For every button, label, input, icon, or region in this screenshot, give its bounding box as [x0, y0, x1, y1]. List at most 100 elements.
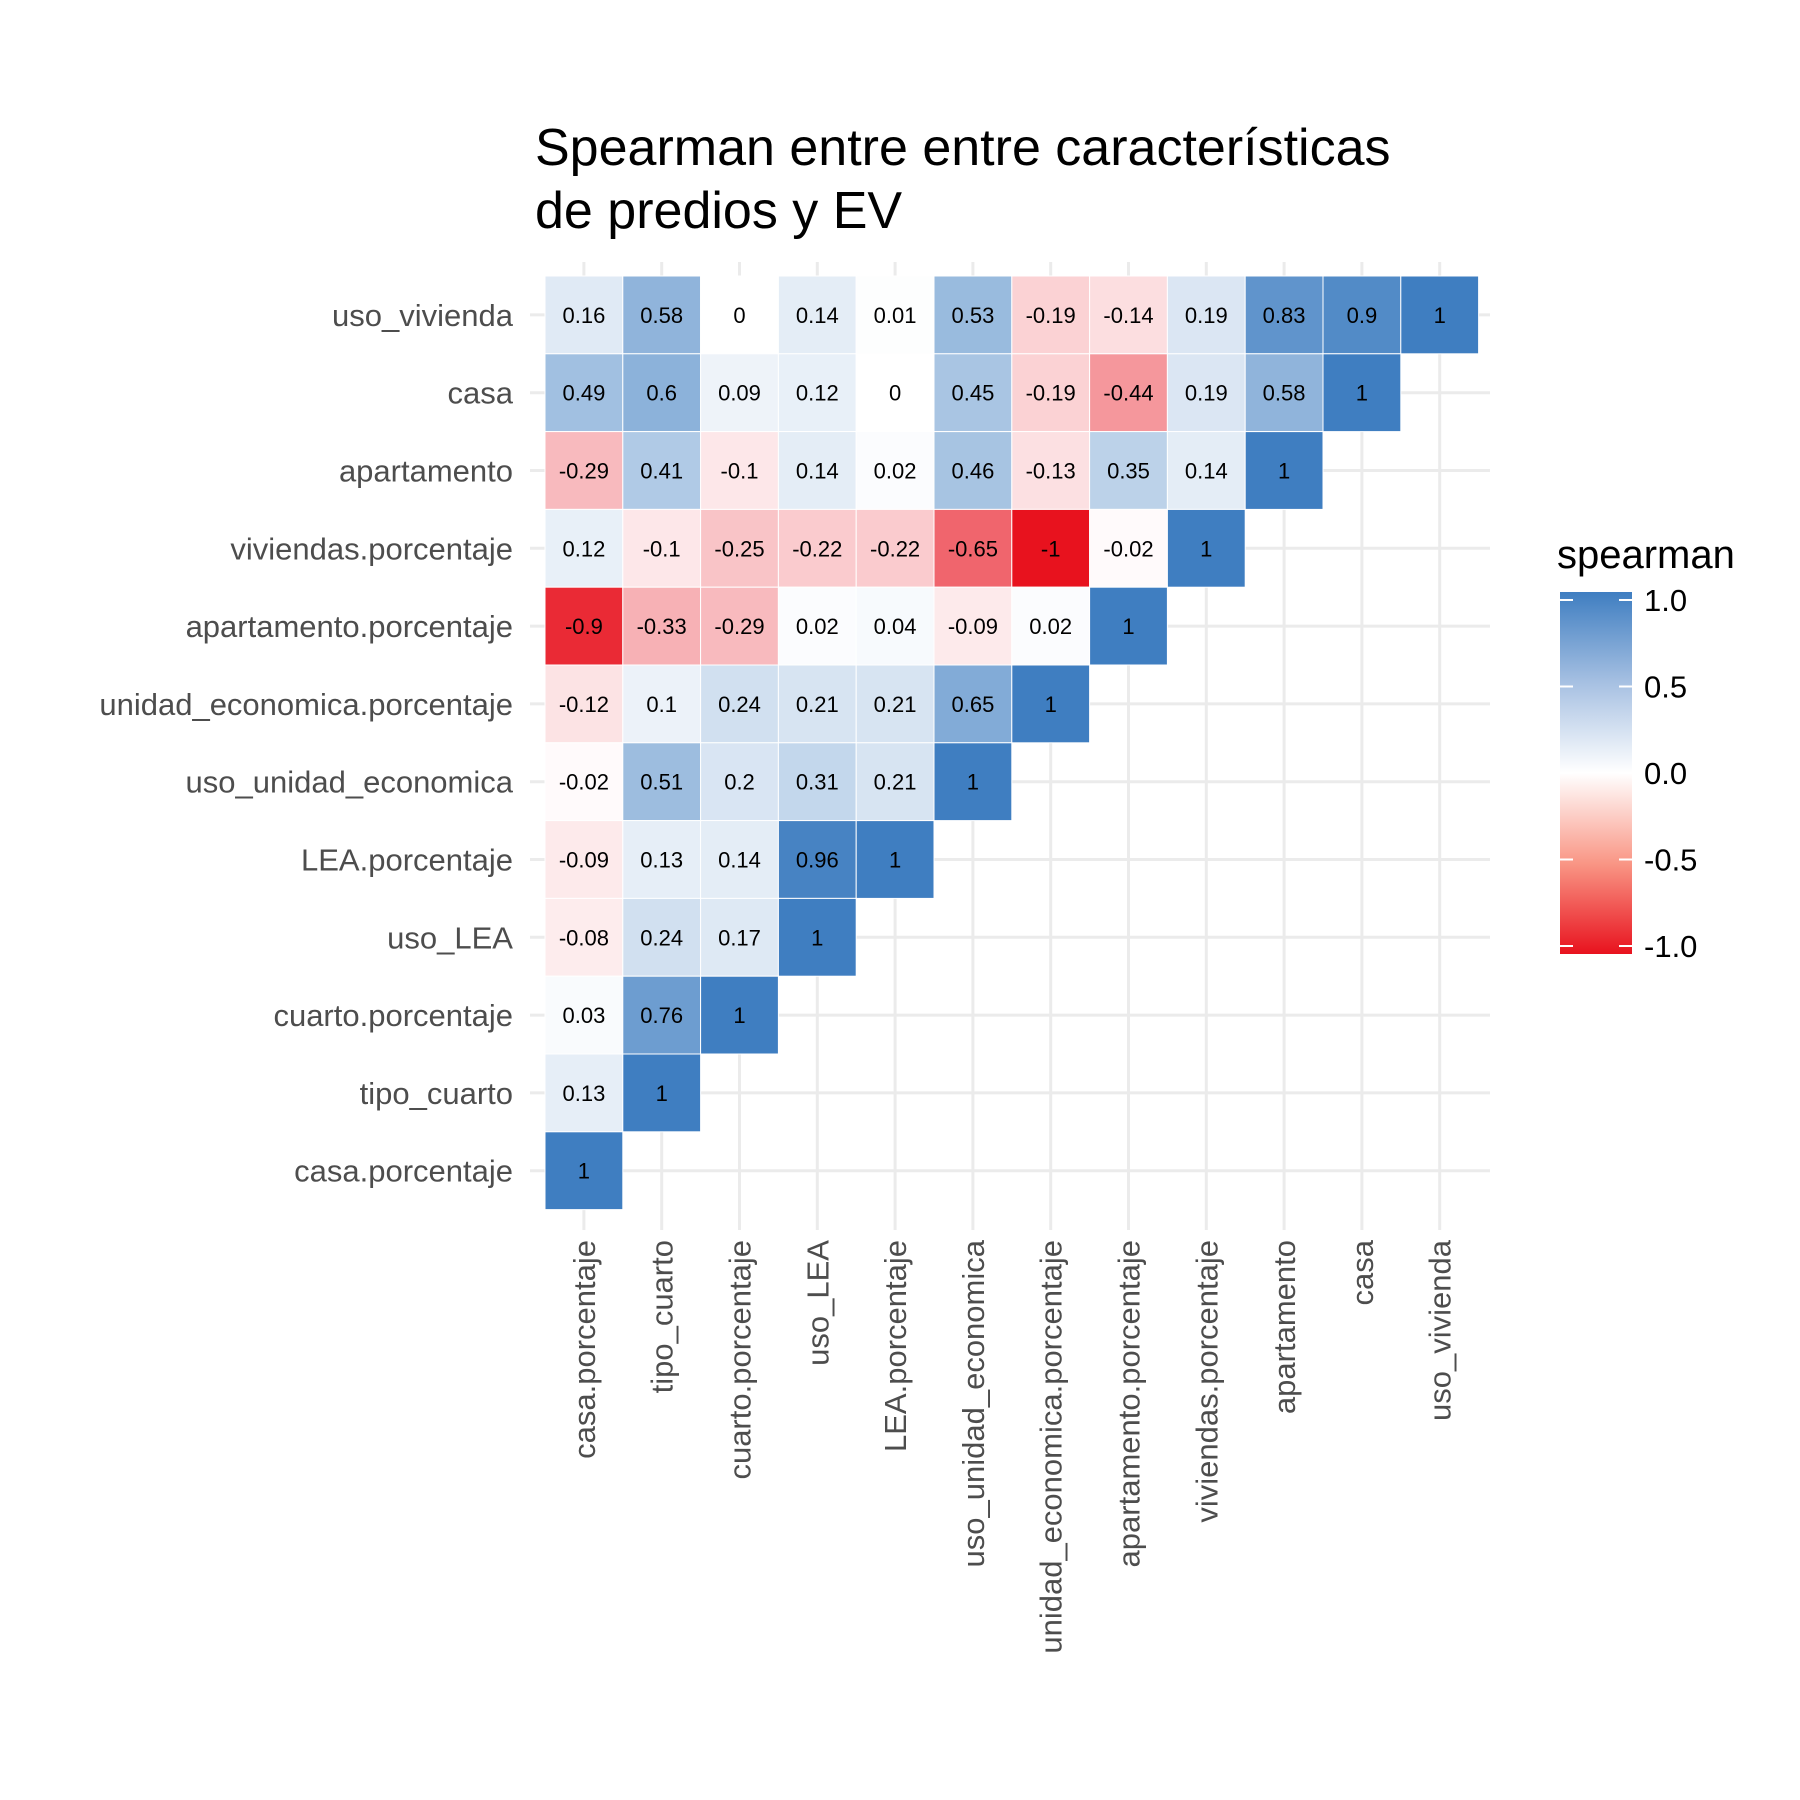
- cell-value-label: 0.83: [1263, 303, 1306, 328]
- chart-title-line-1: Spearman entre entre características: [535, 119, 1391, 177]
- cell-value-label: -0.19: [1026, 303, 1076, 328]
- cell-value-label: 0.65: [951, 692, 994, 717]
- y-tick-label-uso-vivienda: uso_vivienda: [332, 298, 514, 333]
- heatmap-cell: [622, 1053, 702, 1133]
- cell-value-label: 0.96: [796, 848, 839, 873]
- heatmap-cell: [622, 820, 702, 899]
- cell-value-label: -0.13: [1026, 459, 1076, 484]
- cell-value-label: 1: [1356, 381, 1368, 406]
- x-tick-label-tipo-cuarto: tipo_cuarto: [645, 1240, 680, 1393]
- cell-value-label: -0.09: [559, 848, 609, 873]
- cell-value-label: 0.6: [646, 381, 677, 406]
- heatmap-cell: [1089, 508, 1168, 588]
- heatmap-cell: [933, 508, 1013, 588]
- cell-value-label: 0.1: [646, 692, 677, 717]
- heatmap-cell: [622, 353, 702, 433]
- cell-value-label: 1: [1434, 303, 1446, 328]
- heatmap-cell: [1011, 664, 1091, 744]
- cell-value-label: 0.12: [796, 381, 839, 406]
- cell-value-label: 0.03: [562, 1003, 605, 1028]
- heatmap-cell: [1011, 353, 1091, 433]
- heatmap-cell: [855, 508, 935, 588]
- cell-value-label: 0: [733, 303, 745, 328]
- heatmap-cell: [855, 820, 935, 899]
- y-tick-label-unidad-economica-porcentaje: unidad_economica.porcentaje: [99, 687, 513, 722]
- heatmap-cell: [544, 664, 624, 744]
- cell-value-label: -0.9: [565, 614, 603, 639]
- heatmap-cell: [933, 742, 1013, 822]
- heatmap-cell: [1244, 353, 1324, 433]
- heatmap-cell: [855, 275, 935, 355]
- heatmap-cell: [933, 275, 1013, 355]
- cell-value-label: 0.13: [640, 848, 683, 873]
- cell-value-label: -0.1: [721, 459, 759, 484]
- cell-value-label: 0.35: [1107, 459, 1150, 484]
- heatmap-cell: [777, 508, 857, 588]
- y-tick-label-apartamento-porcentaje: apartamento.porcentaje: [186, 609, 513, 644]
- legend-ticks: 1.0 0.5 0.0 -0.5 -1.0: [1560, 583, 1697, 964]
- x-tick-label-casa-porcentaje: casa.porcentaje: [567, 1240, 602, 1459]
- cell-value-label: 1: [1200, 536, 1212, 561]
- heatmap-cell: [777, 664, 857, 744]
- heatmap-cell: [933, 664, 1013, 744]
- heatmap-cell: [1089, 353, 1168, 433]
- legend-tick-label: 0.5: [1644, 670, 1687, 705]
- cell-value-label: 1: [1278, 459, 1290, 484]
- heatmap-cell: [544, 586, 624, 666]
- cell-value-label: 1: [578, 1159, 590, 1184]
- legend-tick-label: 1.0: [1644, 583, 1687, 618]
- legend-title: spearman: [1557, 533, 1735, 577]
- cell-value-label: 0.04: [874, 614, 917, 639]
- cell-value-label: 0.58: [1263, 381, 1306, 406]
- heatmap-cell: [855, 586, 935, 666]
- heatmap-cell: [777, 897, 857, 977]
- cell-value-label: 0.51: [640, 770, 683, 795]
- heatmap-cell: [544, 1131, 624, 1211]
- heatmap-cell: [1011, 508, 1091, 588]
- heatmap-cell: [544, 820, 624, 899]
- cell-value-label: 0: [889, 381, 901, 406]
- heatmap-cell: [700, 820, 779, 899]
- heatmap-cell: [700, 664, 779, 744]
- cell-value-label: 0.9: [1347, 303, 1378, 328]
- x-tick-label-casa: casa: [1345, 1239, 1380, 1305]
- heatmap-cell: [622, 431, 702, 510]
- x-tick-label-uso-unidad-economica: uso_unidad_economica: [956, 1239, 991, 1567]
- cell-value-label: 0.21: [874, 770, 917, 795]
- legend-tick-label: 0.0: [1644, 756, 1687, 791]
- x-tick-label-uso-vivienda: uso_vivienda: [1423, 1239, 1458, 1421]
- cell-value-label: 1: [1122, 614, 1134, 639]
- heatmap-cell: [777, 742, 857, 822]
- cell-value-label: -1: [1041, 536, 1061, 561]
- cell-value-label: 1: [811, 925, 823, 950]
- cell-value-label: 0.16: [562, 303, 605, 328]
- cell-value-label: 0.13: [562, 1081, 605, 1106]
- heatmap-cell: [544, 1053, 624, 1133]
- cell-value-label: 0.14: [796, 459, 839, 484]
- cell-value-label: 0.46: [951, 459, 994, 484]
- cell-value-label: 0.02: [796, 614, 839, 639]
- cell-value-label: 1: [967, 770, 979, 795]
- cell-value-label: 0.58: [640, 303, 683, 328]
- cell-value-label: 0.14: [718, 848, 761, 873]
- cell-value-label: -0.33: [637, 614, 687, 639]
- x-tick-label-uso-lea: uso_LEA: [800, 1240, 835, 1366]
- cell-value-label: 0.02: [1029, 614, 1072, 639]
- cell-value-label: 0.12: [562, 536, 605, 561]
- cell-value-label: 0.24: [640, 925, 683, 950]
- cell-value-label: 0.09: [718, 381, 761, 406]
- cell-value-label: -0.08: [559, 925, 609, 950]
- heatmap-cell: [777, 353, 857, 433]
- heatmap-cell: [933, 431, 1013, 510]
- cell-value-label: -0.25: [714, 536, 764, 561]
- x-tick-label-lea-porcentaje: LEA.porcentaje: [878, 1240, 913, 1452]
- heatmap-cell: [544, 742, 624, 822]
- cell-value-label: -0.22: [870, 536, 920, 561]
- y-tick-label-uso-unidad-economica: uso_unidad_economica: [186, 765, 514, 800]
- heatmap-cell: [622, 742, 702, 822]
- heatmap-cell: [855, 742, 935, 822]
- heatmap-cell: [855, 664, 935, 744]
- heatmap-cell: [700, 742, 779, 822]
- heatmap-cell: [855, 431, 935, 510]
- cell-value-label: -0.29: [559, 459, 609, 484]
